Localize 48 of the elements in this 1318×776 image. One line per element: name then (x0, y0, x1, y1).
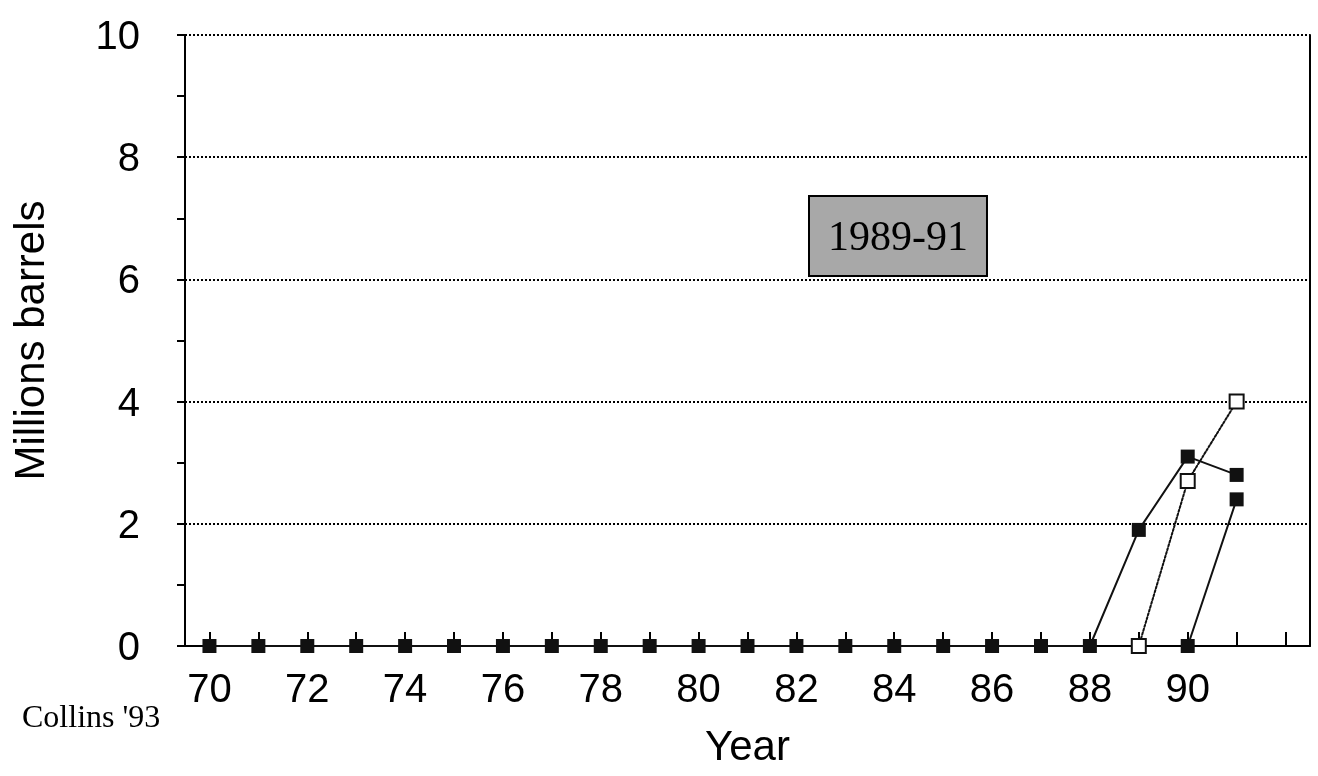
x-axis-title: Year (705, 721, 790, 769)
point (936, 639, 951, 653)
point (740, 639, 755, 653)
point (1228, 393, 1245, 410)
y-axis-title: Millions barrels (5, 200, 53, 481)
x-tick-label: 78 (578, 666, 624, 710)
point (985, 639, 1000, 653)
point (642, 639, 657, 653)
point (691, 639, 706, 653)
point (349, 639, 364, 653)
y-tick-label: 6 (117, 257, 140, 302)
point (202, 639, 217, 653)
point (398, 639, 413, 653)
x-tick-label: 82 (774, 666, 819, 710)
point (1180, 639, 1195, 653)
point (1131, 522, 1146, 537)
text: Collins '93 (22, 698, 161, 734)
point (300, 639, 315, 653)
annotation: 1989-91 (828, 213, 968, 259)
x-tick-label: 84 (871, 666, 917, 710)
point (447, 639, 462, 653)
y-tick-label: 10 (95, 13, 140, 57)
y-tick-label: 4 (117, 379, 140, 424)
point (789, 639, 804, 653)
y-tick-label: 0 (117, 624, 140, 668)
x-tick-label: 86 (969, 666, 1015, 710)
point (251, 639, 266, 653)
x-tick-label: 74 (382, 666, 428, 710)
point (887, 639, 902, 653)
x-tick-label: 80 (676, 666, 721, 710)
point (593, 639, 608, 653)
point (1033, 639, 1048, 653)
point (1179, 473, 1196, 490)
x-tick-label: 76 (480, 666, 526, 710)
point (1180, 449, 1195, 464)
x-tick-label: 70 (187, 666, 232, 710)
point (1229, 467, 1244, 482)
x-tick-label: 90 (1165, 666, 1210, 710)
point (495, 639, 510, 653)
point (838, 639, 853, 653)
point (1229, 492, 1244, 507)
point (544, 639, 559, 653)
point (1130, 638, 1147, 654)
y-tick-label: 2 (117, 501, 140, 546)
point (1082, 639, 1097, 653)
x-tick-label: 88 (1067, 666, 1113, 710)
y-tick-label: 8 (117, 135, 140, 180)
x-tick-label: 72 (285, 666, 330, 710)
